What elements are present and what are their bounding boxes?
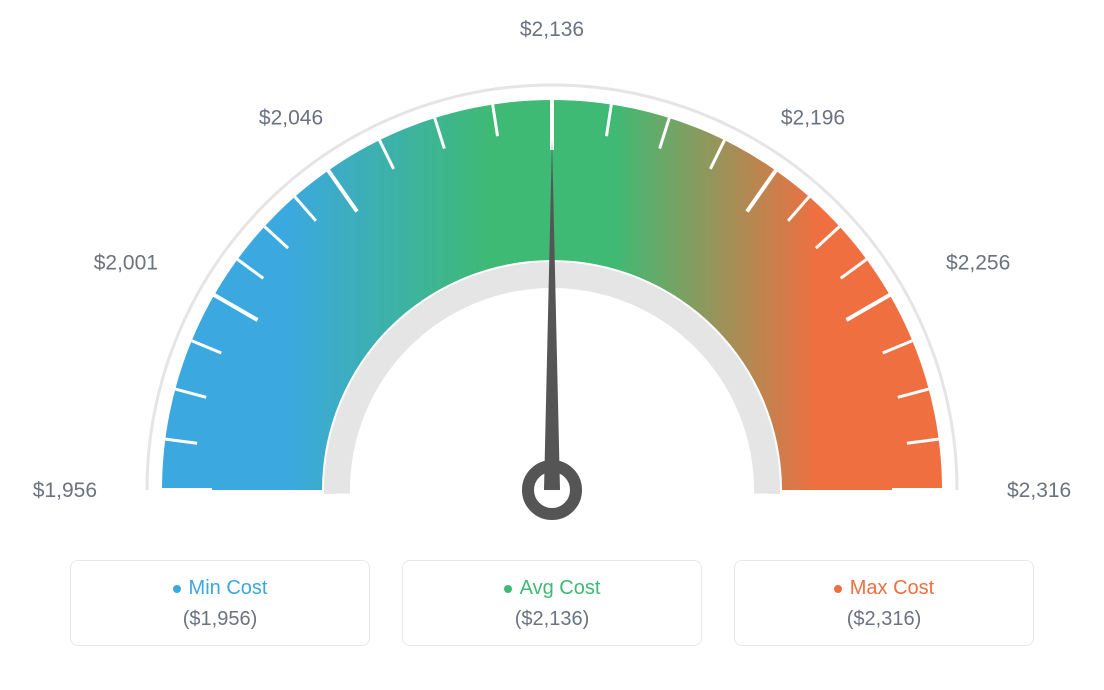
dot-avg-icon xyxy=(504,585,512,593)
svg-text:$2,256: $2,256 xyxy=(946,252,1010,275)
legend-card-min: Min Cost ($1,956) xyxy=(70,560,370,646)
legend-row: Min Cost ($1,956) Avg Cost ($2,136) Max … xyxy=(0,560,1104,646)
legend-card-avg: Avg Cost ($2,136) xyxy=(402,560,702,646)
svg-text:$2,316: $2,316 xyxy=(1007,479,1071,502)
svg-text:$2,046: $2,046 xyxy=(259,106,323,129)
legend-value-min: ($1,956) xyxy=(89,608,351,631)
legend-title-avg: Avg Cost xyxy=(504,577,601,600)
legend-title-avg-text: Avg Cost xyxy=(520,577,601,600)
legend-title-min-text: Min Cost xyxy=(189,577,268,600)
legend-title-max: Max Cost xyxy=(834,577,934,600)
legend-card-max: Max Cost ($2,316) xyxy=(734,560,1034,646)
gauge-chart: $1,956 $2,001 $2,046 $2,136 $2,196 $2,256 $2,3… xyxy=(0,0,1104,560)
legend-title-max-text: Max Cost xyxy=(850,577,934,600)
svg-text:$2,001: $2,001 xyxy=(94,252,158,275)
legend-value-avg: ($2,136) xyxy=(421,608,683,631)
gauge-svg: $1,956 $2,001 $2,046 $2,136 $2,196 $2,256 $2,3… xyxy=(0,0,1104,560)
dot-min-icon xyxy=(173,585,181,593)
dot-max-icon xyxy=(834,585,842,593)
legend-title-min: Min Cost xyxy=(173,577,268,600)
svg-text:$1,956: $1,956 xyxy=(33,479,97,502)
legend-value-max: ($2,316) xyxy=(753,608,1015,631)
svg-text:$2,196: $2,196 xyxy=(781,106,845,129)
svg-text:$2,136: $2,136 xyxy=(520,18,584,41)
